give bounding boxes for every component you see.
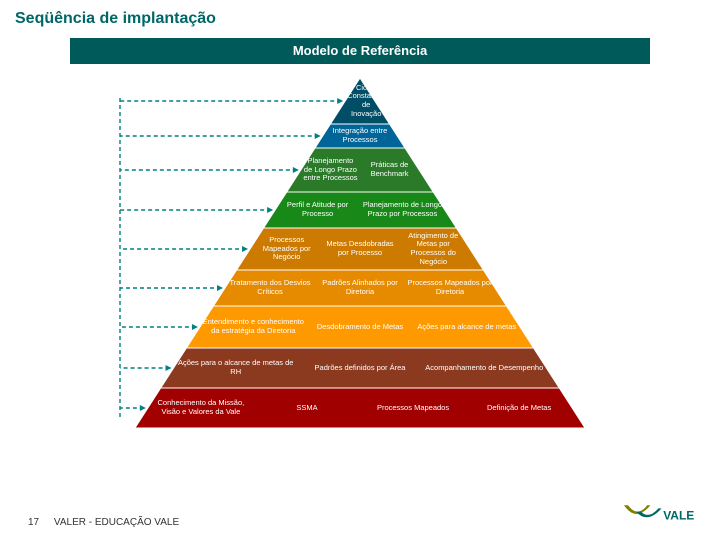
pyramid-level-3 [264, 192, 457, 228]
arrowhead-7 [166, 365, 172, 371]
arrowhead-1 [315, 133, 321, 139]
pyramid-level-6 [186, 306, 533, 348]
page-number: 17 [28, 517, 39, 528]
vale-logo: VALE [620, 500, 700, 528]
pyramid-level-1 [315, 124, 405, 148]
pyramid-diagram: Ciclos Constantes de InovaçãoIntegração … [135, 78, 585, 468]
pyramid-svg [135, 78, 585, 468]
pyramid-level-8 [135, 388, 585, 428]
pyramid-level-4 [237, 228, 484, 270]
arrowhead-0 [337, 98, 343, 104]
arrowhead-3 [267, 207, 273, 213]
logo-text: VALE [663, 509, 694, 523]
arrowhead-2 [293, 167, 299, 173]
pyramid-level-7 [161, 348, 560, 388]
arrowhead-6 [192, 324, 198, 330]
arrowhead-8 [140, 405, 146, 411]
arrowhead-4 [242, 246, 248, 252]
pyramid-level-2 [287, 148, 434, 192]
page-title: Seqüência de implantação [15, 10, 216, 28]
arrowhead-5 [217, 285, 223, 291]
footer-text: VALER - EDUCAÇÃO VALE [54, 517, 179, 528]
reference-banner: Modelo de Referência [70, 38, 650, 64]
pyramid-level-5 [213, 270, 506, 306]
footer: 17 VALER - EDUCAÇÃO VALE [28, 517, 179, 528]
